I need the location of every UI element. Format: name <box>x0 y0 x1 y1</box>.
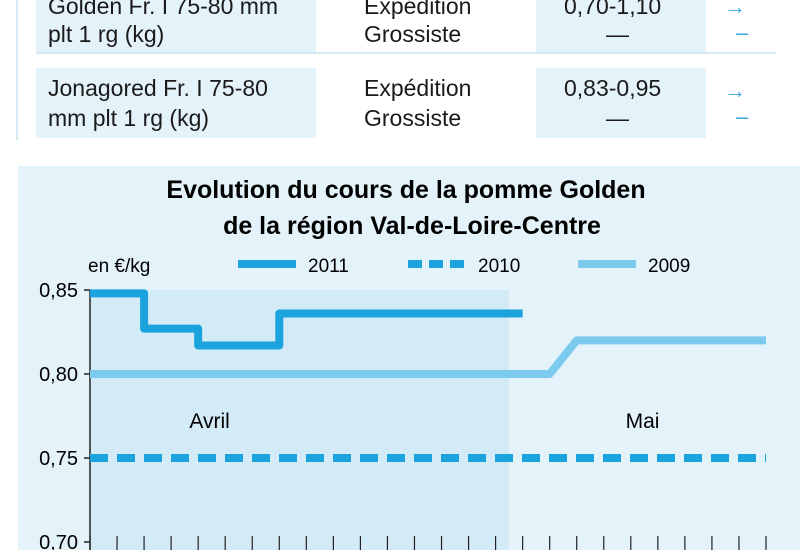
stage-line1: Expédition <box>364 75 472 101</box>
table-cell-bg <box>536 0 706 52</box>
period-label-mai: Mai <box>626 410 660 433</box>
chart-legend: 2011 2010 2009 <box>238 256 690 277</box>
table-cell-bg <box>536 68 706 138</box>
trend-arrow-icon: → <box>724 0 746 19</box>
stage-line2: Grossiste <box>364 105 462 131</box>
plot-area: 0,85 0,80 0,75 0,70 Avril Mai <box>39 280 786 554</box>
table-left-rule <box>16 0 18 140</box>
price-chart: Evolution du cours de la pomme Golden de… <box>39 176 786 554</box>
price-range: 0,70-1,10 <box>564 0 662 19</box>
legend-label-2009: 2009 <box>648 256 690 277</box>
legend-label-2011: 2011 <box>308 256 349 277</box>
price-range: 0,83-0,95 <box>564 75 662 101</box>
legend-label-2010: 2010 <box>478 256 520 277</box>
table-cell-bg <box>36 0 316 52</box>
y-tick-label: 0,80 <box>39 364 78 386</box>
table-cell-bg <box>36 68 316 138</box>
stage-line1: Expédition <box>364 0 472 19</box>
price-table: Golden Fr. I 75-80 mm plt 1 rg (kg) Expé… <box>0 0 800 150</box>
product-name-line1: Golden Fr. I 75-80 mm <box>48 0 279 19</box>
series-2011-line <box>90 289 523 350</box>
product-name-line2: plt 1 rg (kg) <box>48 21 165 47</box>
price-empty: — <box>606 105 629 131</box>
period-label-avril: Avril <box>189 410 229 433</box>
chart-title-line2: de la région Val-de-Loire-Centre <box>223 212 601 240</box>
stage-line2: Grossiste <box>364 21 462 47</box>
product-name-line2: mm plt 1 rg (kg) <box>48 105 210 131</box>
chart-title-line1: Evolution du cours de la pomme Golden <box>166 176 645 204</box>
trend-arrow-icon: → <box>724 78 746 103</box>
chart-panel: Evolution du cours de la pomme Golden de… <box>18 166 800 554</box>
series-2009-line <box>90 336 766 378</box>
period-mai-bg <box>509 290 786 552</box>
y-tick-label: 0,70 <box>39 532 78 550</box>
trend-flat-icon: – <box>736 20 749 45</box>
row-divider <box>36 52 776 54</box>
y-tick-label: 0,85 <box>39 280 78 302</box>
trend-flat-icon: – <box>736 104 749 129</box>
y-axis-label: en €/kg <box>88 256 150 277</box>
price-empty: — <box>606 21 629 47</box>
y-tick-label: 0,75 <box>39 448 78 470</box>
period-avril-bg <box>90 290 510 552</box>
product-name-line1: Jonagored Fr. I 75-80 <box>48 75 268 101</box>
